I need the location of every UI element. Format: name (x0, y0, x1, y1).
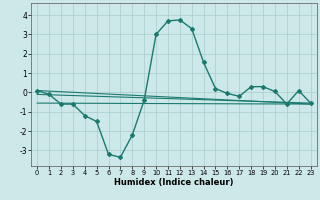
X-axis label: Humidex (Indice chaleur): Humidex (Indice chaleur) (114, 178, 234, 187)
